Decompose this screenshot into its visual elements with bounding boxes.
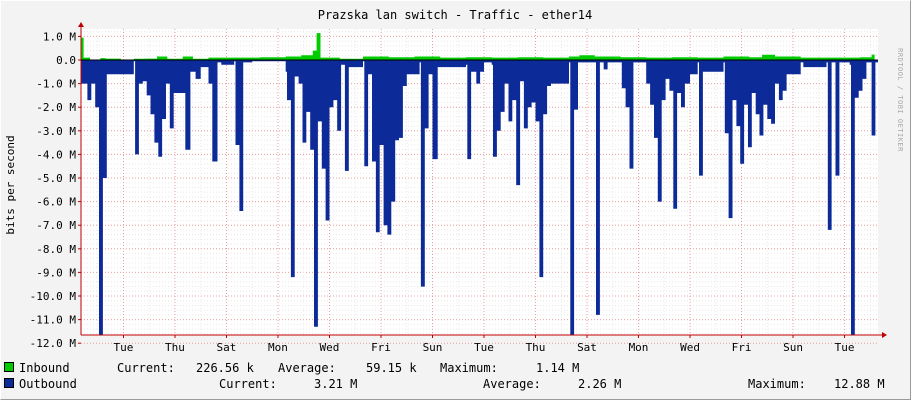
legend-inbound-current: 226.56 k	[196, 361, 254, 375]
x-tick-label: Sun	[423, 341, 443, 354]
x-tick-label: Wed	[680, 341, 700, 354]
x-tick-label: Sat	[577, 341, 597, 354]
legend-inbound-average: 59.15 k	[366, 361, 417, 375]
y-tick-label: -5.0 M	[36, 172, 76, 185]
y-tick-label: -7.0 M	[36, 219, 76, 232]
x-axis-arrow	[882, 332, 887, 338]
x-tick-label: Sat	[217, 341, 237, 354]
y-tick-label: 1.0 M	[43, 30, 76, 43]
y-tick-label: -11.0 M	[30, 314, 77, 327]
x-tick-label: Tue	[835, 341, 855, 354]
x-tick-label: Sun	[783, 341, 803, 354]
x-tick-label: Tue	[474, 341, 494, 354]
y-tick-label: -12.0 M	[30, 337, 77, 350]
y-axis-arrow	[78, 22, 84, 27]
inbound-area	[81, 33, 875, 60]
legend-outbound-row: Outbound Current: 3.21 M Average: 2.26 M…	[0, 377, 911, 391]
x-tick-label: Tue	[114, 341, 134, 354]
series-group	[81, 33, 878, 335]
legend-outbound-average: 2.26 M	[578, 377, 622, 391]
legend-outbound-maximum-label: Maximum:	[748, 377, 806, 391]
x-tick-label: Thu	[526, 341, 546, 354]
y-axis-label: bits per second	[4, 135, 17, 234]
y-tick-label: -3.0 M	[36, 125, 76, 138]
x-tick-label: Thu	[165, 341, 185, 354]
legend-outbound-average-label: Average:	[483, 377, 541, 391]
rrdtool-watermark: RRDTOOL / TOBI OETIKER	[896, 48, 904, 152]
x-tick-label: Mon	[629, 341, 649, 354]
legend-outbound-maximum: 12.88 M	[834, 377, 885, 391]
legend-outbound-current: 3.21 M	[314, 377, 358, 391]
legend-inbound-label: Inbound	[19, 361, 70, 375]
y-tick-label: -8.0 M	[36, 243, 76, 256]
outbound-swatch	[4, 378, 14, 388]
x-tick-labels: Tue Thu Sat Mon Wed Fri Sun Tue Thu Sat Mon Wed Fri S…	[114, 341, 855, 354]
legend-inbound-maximum-label: Maximum:	[440, 361, 498, 375]
y-tick-label: 0.0	[56, 54, 76, 67]
x-tick-label: Mon	[268, 341, 288, 354]
outbound-area	[81, 60, 878, 335]
legend-inbound-average-label: Average:	[278, 361, 336, 375]
y-tick-label: -4.0 M	[36, 148, 76, 161]
legend-outbound-current-label: Current:	[219, 377, 277, 391]
y-tick-label: -9.0 M	[36, 266, 76, 279]
y-tick-label: -6.0 M	[36, 196, 76, 209]
chart-title: Prazska lan switch - Traffic - ether14	[318, 8, 593, 22]
inbound-swatch	[4, 362, 14, 372]
x-tick-label: Fri	[371, 341, 391, 354]
legend-inbound-current-label: Current:	[117, 361, 175, 375]
y-tick-label: -1.0 M	[36, 78, 76, 91]
y-tick-label: -10.0 M	[30, 290, 77, 303]
axes	[78, 22, 887, 344]
x-tick-label: Wed	[320, 341, 340, 354]
legend-outbound-label: Outbound	[19, 377, 77, 391]
y-tick-labels: 1.0 M 0.0 -1.0 M -2.0 M -3.0 M -4.0 M -5.0 M -6…	[30, 30, 77, 350]
legend-inbound-maximum: 1.14 M	[536, 361, 580, 375]
legend-inbound-row: Inbound Current: 226.56 k Average: 59.15…	[0, 361, 911, 375]
x-tick-label: Fri	[732, 341, 752, 354]
y-tick-label: -2.0 M	[36, 101, 76, 114]
